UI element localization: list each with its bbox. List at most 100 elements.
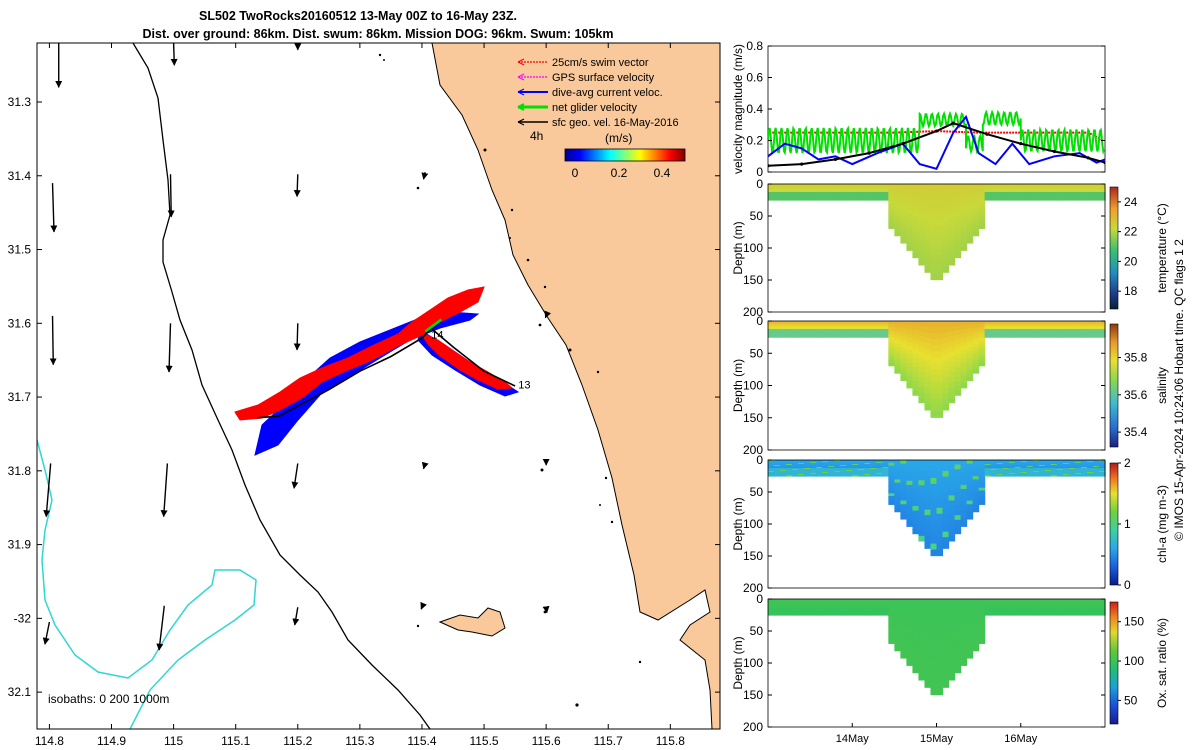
section-cell xyxy=(918,387,926,393)
map-y-tick-label: 32.1 xyxy=(8,685,32,699)
section-cell xyxy=(1092,475,1100,477)
section-cell xyxy=(1086,189,1094,191)
section-cell xyxy=(1074,335,1082,337)
section-cell xyxy=(978,208,986,213)
section-cell xyxy=(1098,198,1106,200)
section-cell xyxy=(1020,327,1028,329)
section-cell xyxy=(834,601,841,603)
section-cell xyxy=(888,640,895,644)
section-cell xyxy=(846,606,853,608)
section-cell xyxy=(954,668,962,674)
section-cell xyxy=(936,489,944,497)
section-cell xyxy=(876,186,883,188)
section-cell xyxy=(912,353,920,359)
section-cell xyxy=(990,471,998,473)
section-cell xyxy=(774,613,781,615)
section-cell xyxy=(972,360,980,364)
section-cell xyxy=(840,461,847,463)
section-cell xyxy=(1098,464,1106,466)
section-cell xyxy=(792,601,799,603)
section-cell xyxy=(834,606,841,608)
section-cell xyxy=(1026,604,1034,606)
section-cell xyxy=(960,623,968,629)
section-cell xyxy=(834,468,841,470)
section-cell xyxy=(780,460,787,462)
section-cell xyxy=(894,353,901,358)
section-cell xyxy=(798,602,805,604)
section-cell xyxy=(990,189,998,191)
section-cell xyxy=(1098,604,1106,606)
section-cell xyxy=(918,659,926,666)
section-cell xyxy=(1020,603,1028,605)
section-cell xyxy=(948,505,956,512)
section-cell xyxy=(1086,336,1094,338)
section-cell xyxy=(864,473,871,475)
section-cell xyxy=(1044,190,1052,192)
section-cell xyxy=(1062,599,1070,601)
section-cell xyxy=(816,194,823,196)
section-cell xyxy=(1044,472,1052,474)
section-cell xyxy=(1074,613,1082,615)
section-cell xyxy=(900,610,908,615)
section-cell xyxy=(942,261,950,268)
section-cell xyxy=(804,462,811,464)
colorbar-tick-label: 24 xyxy=(1124,195,1138,209)
section-cell xyxy=(990,599,998,601)
section-cell xyxy=(870,333,877,335)
map-x-tick-label: 115.2 xyxy=(283,734,312,748)
section-cell xyxy=(888,192,895,196)
section-cell xyxy=(1038,611,1046,613)
section-cell xyxy=(942,460,950,467)
section-cell xyxy=(816,604,823,606)
section-cell xyxy=(1008,475,1016,477)
section-cell xyxy=(888,623,895,628)
section-cell xyxy=(828,472,835,474)
section-cell xyxy=(966,361,974,367)
section-cell xyxy=(1008,193,1016,195)
section-cell xyxy=(990,470,998,472)
section-cell xyxy=(780,331,787,333)
section-y-tick-label: 50 xyxy=(750,624,764,638)
section-cell xyxy=(942,195,950,202)
section-cell xyxy=(990,334,998,336)
section-cell xyxy=(966,613,974,619)
section-cell xyxy=(852,197,859,199)
section-cell xyxy=(810,473,817,475)
section-cell xyxy=(1032,603,1040,605)
section-cell xyxy=(774,323,781,325)
section-cell xyxy=(828,467,835,469)
section-cell xyxy=(912,207,920,213)
section-cell xyxy=(804,336,811,338)
section-cell xyxy=(852,323,859,325)
section-cell xyxy=(792,610,799,612)
section-cell xyxy=(1020,613,1028,615)
section-cell xyxy=(984,471,992,473)
section-cell xyxy=(852,470,859,472)
section-cell xyxy=(1092,604,1100,606)
section-cell xyxy=(1050,186,1058,188)
section-cell xyxy=(936,363,944,370)
section-cell xyxy=(1044,335,1052,337)
section-cell xyxy=(894,602,901,607)
section-cell xyxy=(1038,184,1046,186)
section-cell xyxy=(930,195,938,203)
section-cell xyxy=(954,385,962,392)
section-cell xyxy=(846,191,853,193)
section-cell xyxy=(966,369,974,374)
section-cell xyxy=(984,607,992,609)
section-cell xyxy=(816,463,823,465)
section-cell xyxy=(1002,334,1010,336)
section-cell xyxy=(840,186,847,188)
section-cell xyxy=(870,331,877,333)
section-cell xyxy=(1080,196,1088,198)
section-cell xyxy=(912,188,920,194)
section-cell xyxy=(882,199,889,201)
section-cell xyxy=(864,607,871,609)
section-cell xyxy=(1044,608,1052,610)
section-cell xyxy=(1014,599,1022,601)
section-cell xyxy=(1086,602,1094,604)
section-cell xyxy=(810,191,817,193)
section-cell xyxy=(870,322,877,324)
section-cell xyxy=(1062,612,1070,614)
